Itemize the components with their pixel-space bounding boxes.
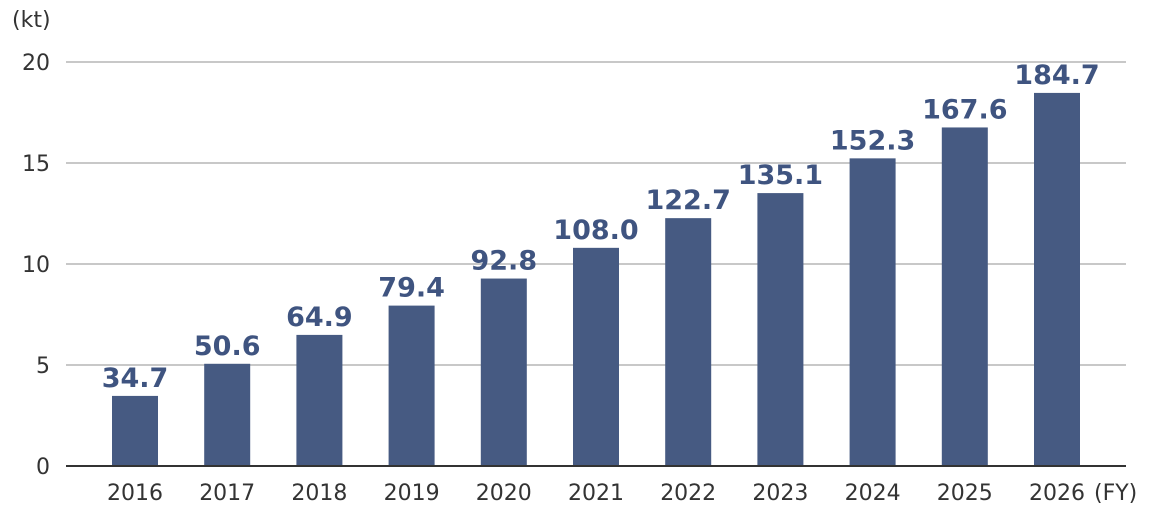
y-tick-label: 20 xyxy=(22,51,50,76)
x-category-label: 2023 xyxy=(752,481,808,506)
data-label-2022: 122.7 xyxy=(645,185,730,216)
data-label-2017: 50.6 xyxy=(194,331,261,362)
x-category-label: 2026 xyxy=(1029,481,1085,506)
bar-2024 xyxy=(849,158,896,466)
y-axis-unit: (kt) xyxy=(12,8,51,33)
x-axis-unit: (FY) xyxy=(1094,481,1137,506)
bar-2016 xyxy=(112,395,158,466)
y-tick-label: 15 xyxy=(22,152,50,177)
data-label-2016: 34.7 xyxy=(102,363,169,394)
data-label-2025: 167.6 xyxy=(922,94,1007,125)
bar-2019 xyxy=(388,305,435,466)
y-tick-label: 10 xyxy=(22,253,50,278)
bar-2020 xyxy=(480,278,527,466)
bar-2021 xyxy=(573,247,619,466)
bar-2017 xyxy=(204,363,251,466)
x-category-label: 2021 xyxy=(568,481,624,506)
x-category-label: 2019 xyxy=(384,481,440,506)
bar-2018 xyxy=(296,334,343,466)
data-label-2018: 64.9 xyxy=(286,302,353,333)
x-category-label: 2016 xyxy=(107,481,163,506)
x-category-label: 2017 xyxy=(199,481,255,506)
bar-2022 xyxy=(665,218,712,466)
x-category-label: 2024 xyxy=(845,481,901,506)
data-label-2019: 79.4 xyxy=(378,273,445,304)
y-tick-label: 5 xyxy=(36,354,50,379)
data-label-2026: 184.7 xyxy=(1014,60,1099,91)
bar-2026 xyxy=(1034,92,1080,466)
bars xyxy=(112,92,1080,466)
y-tick-label: 0 xyxy=(36,455,50,480)
data-label-2021: 108.0 xyxy=(553,215,638,246)
data-label-2023: 135.1 xyxy=(738,160,823,191)
data-label-2020: 92.8 xyxy=(470,246,537,277)
x-category-label: 2022 xyxy=(660,481,716,506)
bar-2025 xyxy=(941,127,988,466)
y-axis-ticks: 0 5 10 15 20 xyxy=(22,51,50,480)
x-category-label: 2025 xyxy=(937,481,993,506)
x-axis-categories: 2016 2017 2018 2019 2020 2021 2022 2023 2024 2025… xyxy=(107,481,1085,506)
x-category-label: 2020 xyxy=(476,481,532,506)
x-category-label: 2018 xyxy=(291,481,347,506)
bar-2023 xyxy=(757,193,804,466)
data-label-2024: 152.3 xyxy=(830,125,915,156)
